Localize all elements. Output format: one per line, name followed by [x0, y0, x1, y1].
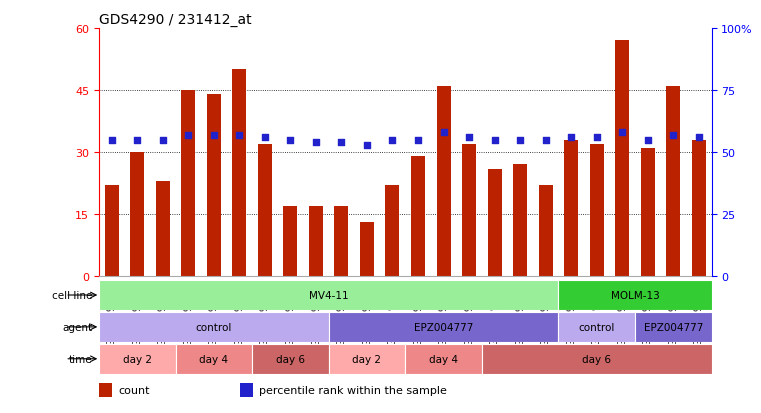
Text: count: count: [119, 385, 150, 395]
Point: [310, 140, 322, 146]
Bar: [156, 181, 170, 276]
Text: agent: agent: [62, 322, 93, 332]
Point: [157, 137, 169, 144]
Point: [489, 137, 501, 144]
Point: [106, 137, 118, 144]
Point: [540, 137, 552, 144]
Bar: [411, 157, 425, 276]
Bar: [482, 344, 712, 374]
Point: [285, 137, 297, 144]
Point: [514, 137, 526, 144]
Bar: [207, 95, 221, 276]
Bar: [559, 280, 712, 310]
Point: [667, 132, 680, 139]
Bar: [283, 206, 298, 276]
Bar: [99, 344, 176, 374]
Bar: [130, 153, 145, 276]
Bar: [360, 223, 374, 276]
Point: [208, 132, 220, 139]
Point: [336, 140, 348, 146]
Text: EPZ004777: EPZ004777: [644, 322, 703, 332]
Text: MOLM-13: MOLM-13: [610, 290, 659, 300]
Bar: [309, 206, 323, 276]
Text: day 4: day 4: [199, 354, 228, 364]
Bar: [513, 165, 527, 276]
Bar: [252, 344, 329, 374]
Point: [565, 135, 578, 141]
Bar: [240, 383, 253, 397]
Point: [591, 135, 603, 141]
Point: [616, 130, 629, 136]
Text: time: time: [69, 354, 93, 364]
Bar: [105, 185, 119, 276]
Text: control: control: [578, 322, 615, 332]
Text: cell line: cell line: [53, 290, 93, 300]
Bar: [488, 169, 501, 276]
Point: [463, 135, 475, 141]
Text: day 2: day 2: [352, 354, 381, 364]
Point: [693, 135, 705, 141]
Text: control: control: [196, 322, 232, 332]
Bar: [329, 344, 406, 374]
Bar: [641, 149, 654, 276]
Bar: [692, 140, 705, 276]
Bar: [635, 312, 712, 342]
Bar: [406, 344, 482, 374]
Bar: [666, 87, 680, 276]
Point: [642, 137, 654, 144]
Text: GDS4290 / 231412_at: GDS4290 / 231412_at: [99, 12, 252, 26]
Bar: [539, 185, 552, 276]
Bar: [437, 87, 451, 276]
Point: [259, 135, 271, 141]
Point: [438, 130, 450, 136]
Bar: [462, 145, 476, 276]
Bar: [181, 91, 196, 276]
Bar: [329, 312, 559, 342]
Point: [233, 132, 245, 139]
Bar: [559, 312, 635, 342]
Point: [387, 137, 399, 144]
Text: day 6: day 6: [276, 354, 305, 364]
Bar: [99, 383, 113, 397]
Text: day 4: day 4: [429, 354, 458, 364]
Bar: [590, 145, 603, 276]
Bar: [386, 185, 400, 276]
Bar: [258, 145, 272, 276]
Text: MV4-11: MV4-11: [309, 290, 349, 300]
Bar: [99, 280, 559, 310]
Point: [182, 132, 194, 139]
Bar: [334, 206, 349, 276]
Text: day 2: day 2: [123, 354, 151, 364]
Text: day 6: day 6: [582, 354, 611, 364]
Bar: [564, 140, 578, 276]
Bar: [176, 344, 252, 374]
Point: [361, 142, 373, 149]
Bar: [99, 312, 329, 342]
Point: [412, 137, 424, 144]
Point: [131, 137, 143, 144]
Text: percentile rank within the sample: percentile rank within the sample: [260, 385, 447, 395]
Text: EPZ004777: EPZ004777: [414, 322, 473, 332]
Bar: [232, 70, 247, 276]
Bar: [615, 41, 629, 276]
